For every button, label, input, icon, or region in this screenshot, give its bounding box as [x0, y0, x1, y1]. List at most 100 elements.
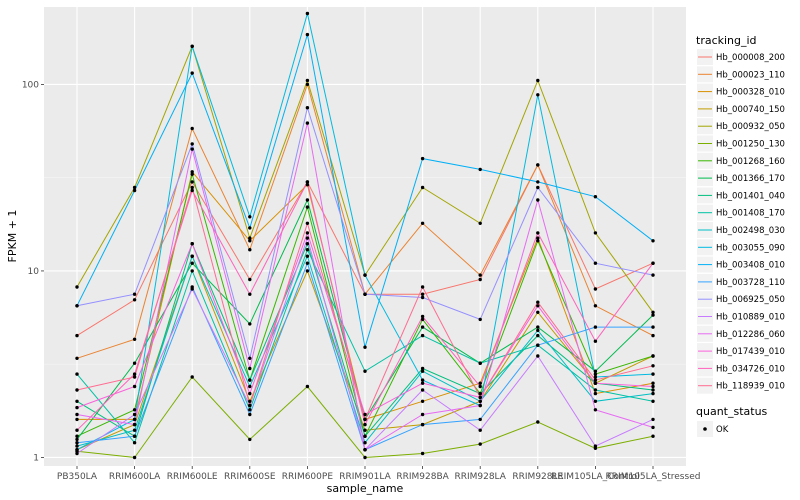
series-layer [75, 11, 655, 460]
data-point [248, 378, 252, 382]
data-point [420, 292, 425, 296]
legend-item: Hb_002498_030 [697, 222, 785, 238]
data-point [132, 408, 137, 412]
data-point [305, 82, 310, 87]
data-point [363, 448, 367, 452]
data-point [478, 403, 482, 408]
data-point [478, 442, 482, 446]
data-point [420, 366, 425, 371]
data-point [478, 384, 482, 389]
data-point [593, 195, 598, 199]
data-point [190, 126, 194, 131]
legend-item: Hb_010889_010 [697, 308, 785, 325]
data-point [651, 239, 655, 243]
data-point [593, 287, 598, 291]
data-point [132, 434, 137, 438]
data-point [593, 391, 598, 396]
data-point [305, 180, 310, 184]
data-point [305, 32, 310, 37]
legend-items: Hb_000008_200 Hb_000023_110 Hb_000328_010 H… [697, 49, 785, 394]
data-point [75, 412, 79, 417]
data-point [305, 242, 310, 246]
legend-item: Hb_003055_090 [697, 239, 785, 256]
data-point [478, 361, 482, 365]
data-point [593, 408, 598, 412]
data-point [190, 185, 194, 190]
data-point [478, 395, 482, 400]
legend-item: Hb_001268_160 [697, 152, 785, 169]
data-point [248, 403, 252, 408]
legend-label: Hb_000023_110 [716, 70, 785, 80]
legend-label: Hb_001250_130 [716, 140, 785, 150]
data-point [420, 412, 425, 417]
data-point [593, 444, 598, 448]
data-point [305, 198, 310, 202]
data-point [305, 231, 310, 235]
data-point [536, 325, 540, 329]
data-point [536, 343, 540, 347]
data-point [75, 399, 79, 403]
data-point [420, 381, 425, 385]
data-point [536, 333, 540, 338]
legend-label: Hb_002498_030 [716, 226, 785, 236]
data-point [248, 391, 252, 396]
data-point [305, 205, 310, 209]
data-point [363, 441, 367, 445]
data-point [363, 455, 367, 460]
data-point [248, 366, 252, 371]
shape-legend-label: OK [716, 425, 729, 435]
legend-label: Hb_001408_170 [716, 209, 785, 219]
data-point [305, 384, 310, 389]
x-tick-label: RRIM105LA_Control [551, 472, 640, 482]
data-point [651, 325, 655, 329]
data-point [305, 11, 310, 16]
data-point [75, 372, 79, 376]
data-point [420, 314, 425, 319]
data-point [248, 399, 252, 403]
data-point [420, 317, 425, 322]
data-point [651, 425, 655, 430]
data-point [75, 451, 79, 456]
data-point [132, 428, 137, 432]
data-point [536, 231, 540, 235]
data-point [593, 325, 598, 329]
data-point [190, 142, 194, 146]
data-point [363, 428, 367, 432]
data-point [305, 254, 310, 258]
data-point [363, 345, 367, 349]
data-point [363, 412, 367, 417]
legend: tracking_id Hb_000008_200Hb_000023_110Hb… [696, 34, 785, 437]
data-point [132, 337, 137, 341]
data-point [75, 333, 79, 338]
data-point [75, 441, 79, 445]
data-point [536, 354, 540, 358]
data-point [651, 417, 655, 422]
legend-item: Hb_000932_050 [697, 118, 785, 135]
x-tick-label: RRIM600LE [167, 472, 218, 482]
data-point [420, 399, 425, 403]
shape-legend-point [703, 427, 707, 431]
data-point [248, 236, 252, 240]
data-point [593, 339, 598, 343]
data-point [132, 292, 137, 296]
data-point [420, 333, 425, 338]
data-point [75, 356, 79, 360]
data-point [248, 356, 252, 360]
x-tick-label: PB350LA [57, 472, 98, 482]
legend-item: Hb_034726_010 [697, 360, 785, 377]
data-point [190, 170, 194, 174]
data-point [75, 434, 79, 438]
legend-item: Hb_006925_050 [697, 291, 785, 308]
data-point [75, 444, 79, 448]
data-point [305, 221, 310, 225]
data-point [478, 417, 482, 422]
y-tick-label: 1 [33, 453, 39, 463]
data-point [593, 231, 598, 235]
data-point [593, 388, 598, 392]
data-point [190, 261, 194, 265]
legend-item: Hb_001408_170 [697, 204, 785, 221]
legend-label: Hb_006925_050 [716, 295, 785, 305]
data-point [363, 292, 367, 296]
data-point [248, 248, 252, 252]
